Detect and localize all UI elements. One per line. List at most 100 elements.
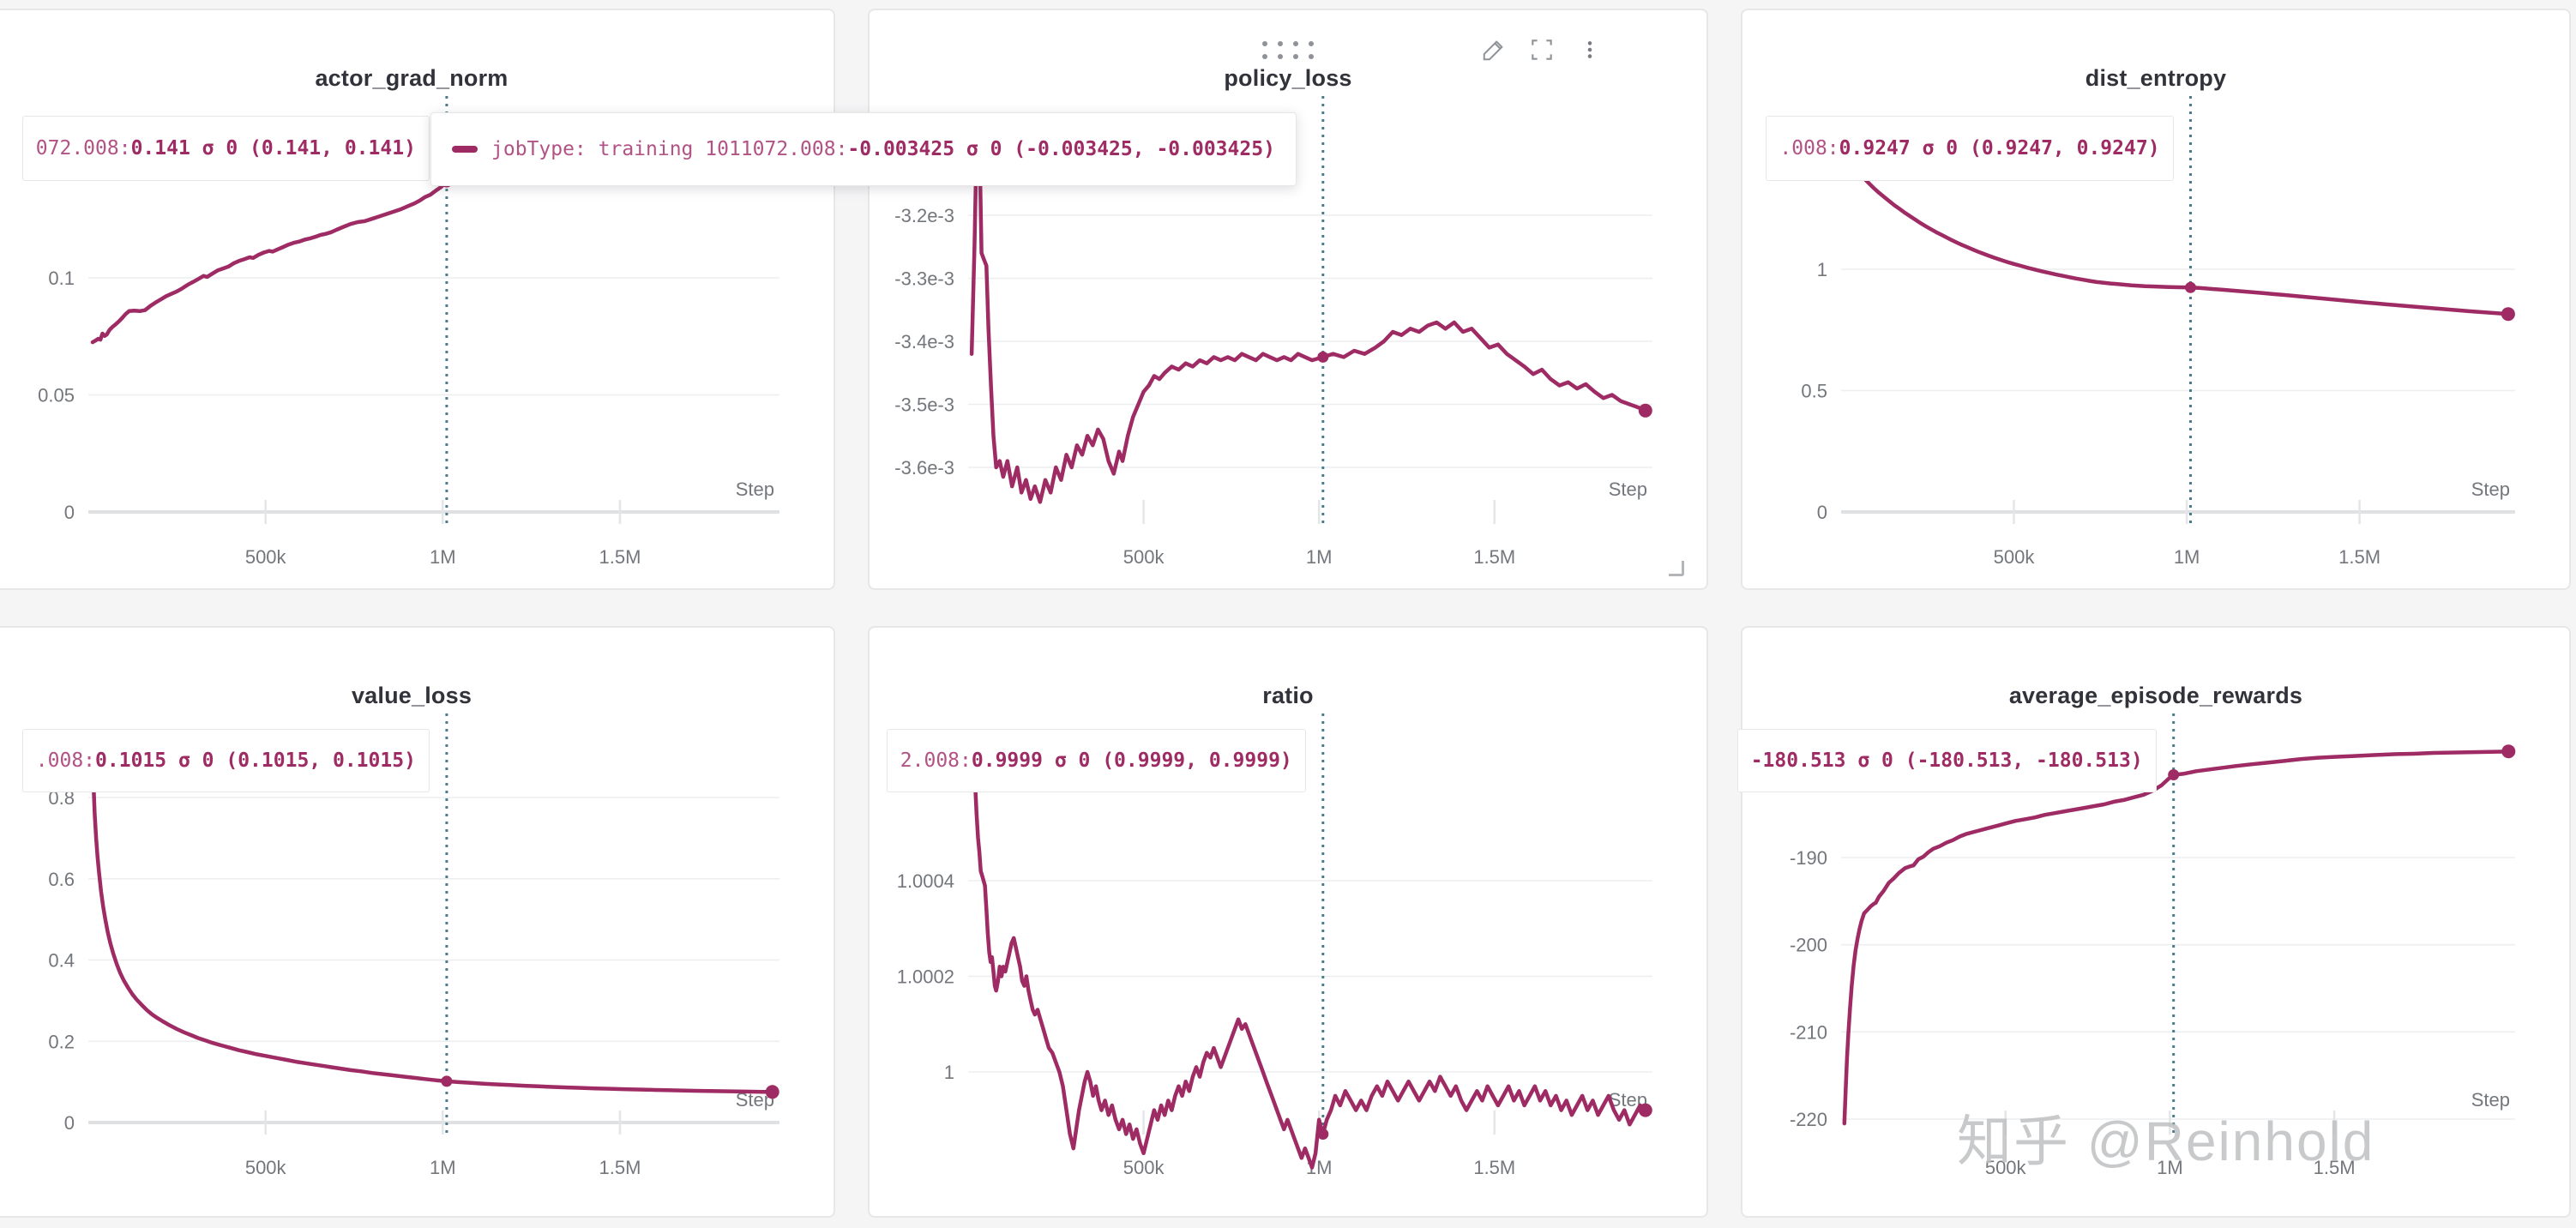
value-tooltip: -180.513 σ 0 (-180.513, -180.513) [1736, 729, 2157, 792]
legend-tooltip: jobType: training 1011072.008: -0.003425… [430, 112, 1297, 186]
y-tick-label: -3.5e-3 [894, 394, 954, 416]
series-line [1842, 749, 2511, 1126]
x-tick-label: 1.5M [599, 546, 641, 568]
x-tick-label: 500k [1985, 1157, 2027, 1178]
y-tick-label: -190 [1790, 847, 1827, 869]
y-tick-label: 1 [1817, 259, 1827, 280]
chart-panel-actor-grad-norm[interactable]: actor_grad_norm 0 0.05 0.1 500k 1M 1.5M Step 07… [0, 9, 835, 590]
chart-panel-value-loss[interactable]: value_loss 0 0.2 0.4 0.6 0.8 500k 1M 1.5M Step .0… [0, 626, 835, 1218]
series-color-swatch [452, 146, 478, 153]
tooltip-series-label: jobType: training 1011072.008: [491, 138, 848, 160]
chart-title: actor_grad_norm [315, 65, 509, 91]
x-axis-title: Step [2471, 1089, 2510, 1111]
y-tick-label: -3.2e-3 [894, 205, 954, 226]
x-axis-title: Step [2471, 479, 2510, 500]
value-tooltip: .008: 0.9247 σ 0 (0.9247, 0.9247) [1766, 116, 2174, 181]
tooltip-value: -0.003425 σ 0 (-0.003425, -0.003425) [847, 138, 1275, 160]
tooltip-step-prefix: .008: [35, 749, 96, 772]
x-tick-label: 1.5M [2314, 1157, 2356, 1178]
resize-handle-icon[interactable] [1669, 561, 1684, 576]
y-tick-label: 0.2 [48, 1031, 75, 1052]
y-tick-label: 0 [64, 502, 75, 523]
line-chart-plot[interactable]: 0 0.05 0.1 500k 1M 1.5M Step [0, 10, 834, 576]
tooltip-value: 0.9999 σ 0 (0.9999, 0.9999) [971, 749, 1292, 772]
hovered-point-marker [2185, 281, 2196, 293]
y-tick-label: 1.0004 [897, 870, 954, 892]
tooltip-step-prefix: 2.008: [900, 749, 972, 772]
x-tick-label: 1M [1306, 546, 1333, 568]
y-tick-label: 1.0002 [897, 966, 954, 988]
chart-title: value_loss [351, 683, 472, 708]
x-tick-label: 1M [2157, 1157, 2183, 1178]
x-tick-label: 1M [430, 1157, 456, 1178]
last-point-marker [765, 1085, 779, 1099]
y-tick-label: 0 [1817, 502, 1827, 523]
tooltip-value: 0.9247 σ 0 (0.9247, 0.9247) [1839, 137, 2160, 160]
line-chart-plot[interactable]: -220 -210 -200 -190 500k 1M 1.5M Step [1742, 628, 2569, 1194]
last-point-marker [1638, 1103, 1652, 1117]
y-tick-label: 0 [64, 1112, 75, 1134]
line-chart-plot[interactable]: 0 0.5 1 500k 1M 1.5M Step [1742, 10, 2569, 576]
x-tick-label: 1.5M [1473, 1157, 1515, 1178]
y-tick-label: 0.4 [48, 950, 75, 972]
tooltip-step-prefix: .008: [1779, 137, 1839, 160]
last-point-marker [2501, 307, 2515, 322]
chart-title: policy_loss [1224, 65, 1352, 91]
x-tick-label: 500k [245, 1157, 287, 1178]
y-tick-label: -200 [1790, 935, 1827, 956]
chart-title: ratio [1262, 683, 1314, 708]
last-point-marker [1638, 403, 1652, 418]
hovered-point-marker [441, 1075, 453, 1087]
x-tick-label: 1.5M [1473, 546, 1515, 568]
hovered-point-marker [1317, 351, 1329, 363]
series-line [91, 785, 774, 1094]
chart-title: average_episode_rewards [2008, 683, 2303, 708]
value-tooltip: 072.008: 0.141 σ 0 (0.141, 0.141) [21, 116, 430, 181]
x-tick-label: 500k [1994, 546, 2036, 568]
y-tick-label: 0.6 [48, 869, 75, 890]
chart-panel-policy-loss[interactable]: policy_loss -3. [430, 9, 1708, 590]
series-line [972, 754, 1648, 1170]
tooltip-value: 0.141 σ 0 (0.141, 0.141) [130, 137, 416, 160]
y-tick-label: -220 [1790, 1109, 1827, 1130]
y-tick-label: 0.1 [48, 268, 75, 289]
chart-title: dist_entropy [2085, 65, 2227, 91]
y-tick-label: -3.6e-3 [894, 457, 954, 479]
series-line [1845, 158, 2511, 316]
x-tick-label: 1.5M [2338, 546, 2380, 568]
zhihu-watermark: 知乎 @Reinhold [1957, 1111, 2375, 1172]
drag-handle-icon[interactable] [1262, 41, 1314, 59]
x-tick-label: 1.5M [599, 1157, 641, 1178]
y-tick-label: -3.4e-3 [894, 331, 954, 352]
x-axis-title: Step [1609, 479, 1647, 500]
y-tick-label: -210 [1790, 1021, 1827, 1043]
line-chart-plot[interactable]: -3.6e-3 -3.5e-3 -3.4e-3 -3.3e-3 -3.2e-3 500k 1… [870, 10, 1706, 576]
tooltip-value: -180.513 σ 0 (-180.513, -180.513) [1750, 749, 2143, 772]
y-tick-label: 0.5 [1801, 381, 1827, 402]
fullscreen-icon[interactable] [1528, 36, 1556, 63]
y-tick-label: -3.3e-3 [894, 268, 954, 290]
chart-panel-dist-entropy[interactable]: dist_entropy 0 0.5 1 500k 1M 1.5M Step .008: 0.… [1741, 9, 2571, 590]
last-point-marker [2501, 744, 2516, 759]
x-tick-label: 500k [245, 546, 287, 568]
y-tick-label: 0.05 [38, 385, 75, 406]
y-tick-label: 1 [944, 1062, 954, 1083]
chart-panel-average-episode-rewards[interactable]: average_episode_rewards -220 -210 -200 -190… [1736, 626, 2571, 1218]
kebab-menu-icon[interactable] [1576, 36, 1604, 63]
value-tooltip: 2.008: 0.9999 σ 0 (0.9999, 0.9999) [886, 729, 1306, 792]
chart-panel-ratio[interactable]: ratio 1 1.0002 1.0004 500k 1M 1.5M Step 2.008: … [868, 626, 1708, 1218]
hovered-point-marker [1317, 1129, 1329, 1140]
x-tick-label: 1M [2174, 546, 2200, 568]
x-axis-title: Step [736, 479, 774, 500]
series-line [969, 124, 1648, 504]
x-tick-label: 500k [1123, 1157, 1165, 1178]
hovered-point-marker [2168, 769, 2180, 780]
edit-icon[interactable] [1480, 36, 1508, 63]
x-tick-label: 500k [1123, 546, 1165, 568]
tooltip-step-prefix: 072.008: [35, 137, 131, 160]
tooltip-value: 0.1015 σ 0 (0.1015, 0.1015) [95, 749, 416, 772]
x-tick-label: 1M [430, 546, 456, 568]
